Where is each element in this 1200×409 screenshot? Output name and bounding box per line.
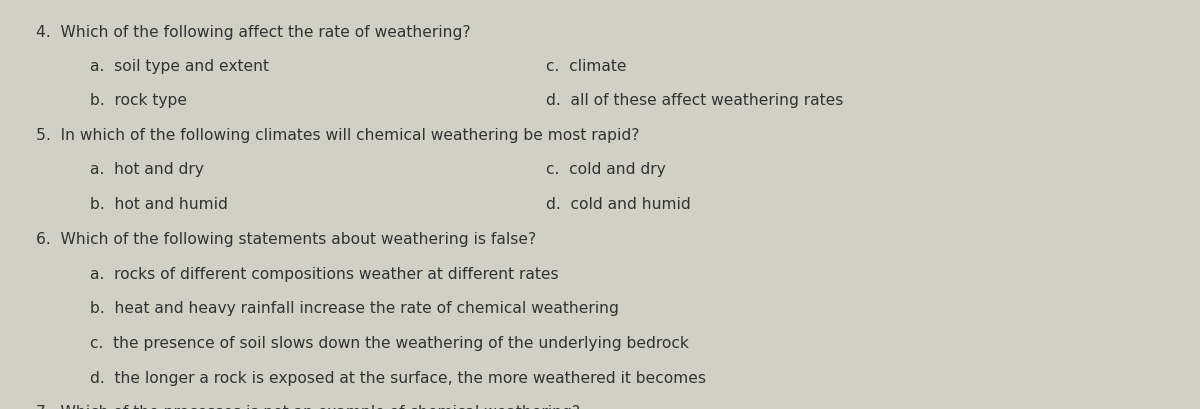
Text: a.  soil type and extent: a. soil type and extent [90, 59, 269, 74]
Text: c.  climate: c. climate [546, 59, 626, 74]
Text: 6.  Which of the following statements about weathering is false?: 6. Which of the following statements abo… [36, 232, 536, 247]
Text: 5.  In which of the following climates will chemical weathering be most rapid?: 5. In which of the following climates wi… [36, 128, 640, 143]
Text: a.  rocks of different compositions weather at different rates: a. rocks of different compositions weath… [90, 267, 559, 282]
Text: 4.  Which of the following affect the rate of weathering?: 4. Which of the following affect the rat… [36, 25, 470, 40]
Text: 7.  Which of the processes is not an example of chemical weathering?: 7. Which of the processes is not an exam… [36, 405, 580, 409]
Text: c.  the presence of soil slows down the weathering of the underlying bedrock: c. the presence of soil slows down the w… [90, 336, 689, 351]
Text: d.  the longer a rock is exposed at the surface, the more weathered it becomes: d. the longer a rock is exposed at the s… [90, 371, 706, 386]
Text: b.  rock type: b. rock type [90, 93, 187, 108]
Text: c.  cold and dry: c. cold and dry [546, 162, 666, 178]
Text: b.  heat and heavy rainfall increase the rate of chemical weathering: b. heat and heavy rainfall increase the … [90, 301, 619, 316]
Text: d.  all of these affect weathering rates: d. all of these affect weathering rates [546, 93, 844, 108]
Text: d.  cold and humid: d. cold and humid [546, 197, 691, 212]
Text: b.  hot and humid: b. hot and humid [90, 197, 228, 212]
Text: a.  hot and dry: a. hot and dry [90, 162, 204, 178]
